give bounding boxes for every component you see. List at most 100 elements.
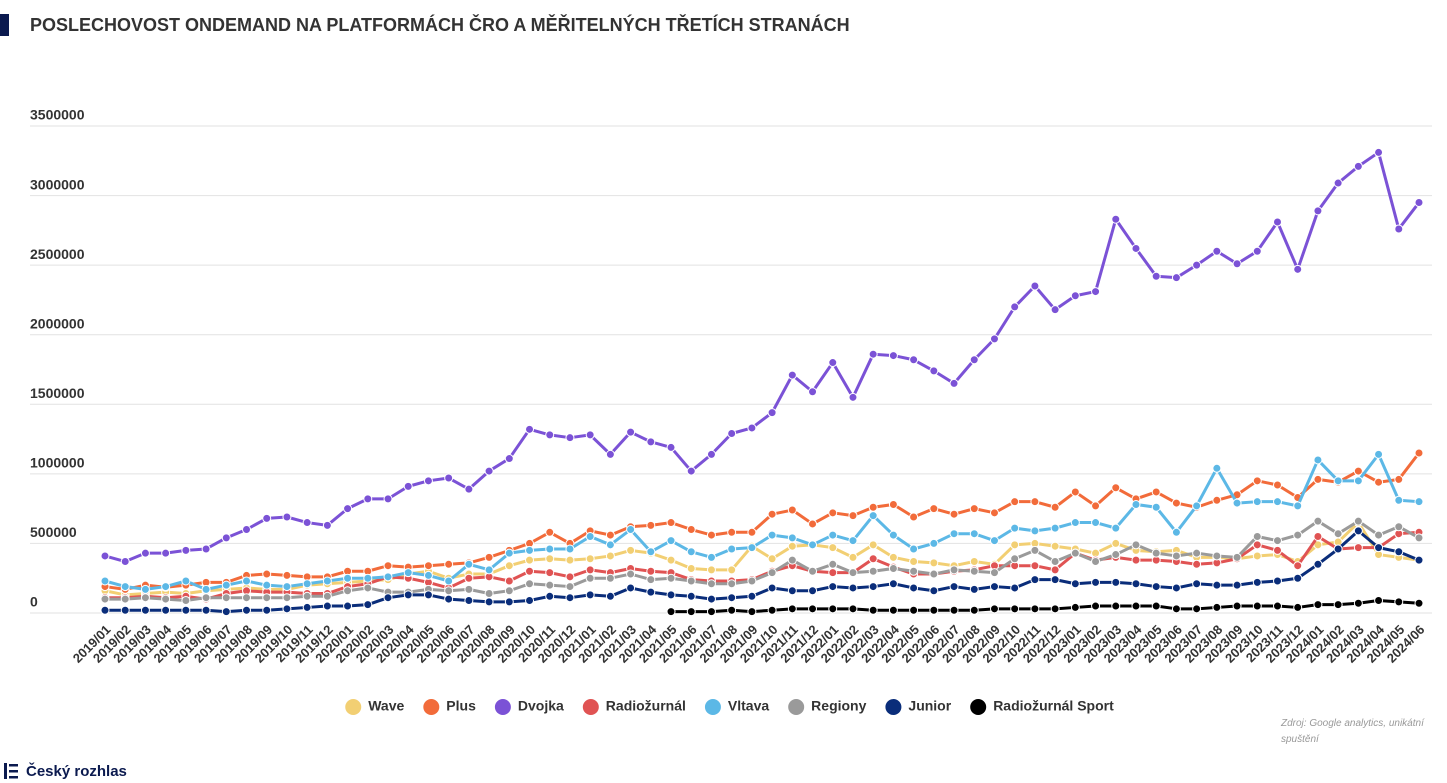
point	[929, 366, 939, 376]
point	[1414, 198, 1424, 208]
point	[828, 559, 838, 569]
point	[140, 593, 150, 603]
point	[242, 593, 252, 603]
point	[1050, 557, 1060, 567]
point	[605, 591, 615, 601]
point	[423, 570, 433, 580]
point	[1414, 497, 1424, 507]
point	[1131, 243, 1141, 253]
point	[969, 529, 979, 539]
point	[302, 518, 312, 528]
point	[706, 565, 716, 575]
point	[464, 559, 474, 569]
point	[868, 605, 878, 615]
point	[1151, 582, 1161, 592]
point	[1131, 579, 1141, 589]
point	[767, 408, 777, 418]
point	[1111, 214, 1121, 224]
point	[464, 584, 474, 594]
point	[787, 505, 797, 515]
point	[262, 513, 272, 523]
point	[1252, 551, 1262, 561]
point	[1171, 583, 1181, 593]
point	[1272, 497, 1282, 507]
y-tick-label: 2000000	[30, 315, 85, 331]
point	[1252, 531, 1262, 541]
point	[1151, 502, 1161, 512]
point	[1252, 577, 1262, 587]
point	[1171, 273, 1181, 283]
point	[1111, 538, 1121, 548]
point	[1313, 531, 1323, 541]
point	[808, 604, 818, 614]
point	[1313, 206, 1323, 216]
point	[464, 573, 474, 583]
point	[282, 593, 292, 603]
point	[1131, 555, 1141, 565]
point	[909, 544, 919, 554]
point	[747, 591, 757, 601]
point	[929, 504, 939, 514]
point	[828, 508, 838, 518]
point	[848, 604, 858, 614]
point	[464, 595, 474, 605]
point	[545, 430, 555, 440]
point	[969, 605, 979, 615]
point	[828, 568, 838, 578]
point	[1232, 601, 1242, 611]
point	[585, 554, 595, 564]
point	[1394, 224, 1404, 234]
point	[949, 378, 959, 388]
point	[1212, 551, 1222, 561]
point	[1070, 518, 1080, 528]
point	[1333, 476, 1343, 486]
point	[787, 555, 797, 565]
point	[626, 427, 636, 437]
line	[671, 598, 1420, 614]
point	[302, 579, 312, 589]
point	[444, 586, 454, 596]
point	[727, 527, 737, 537]
point	[727, 429, 737, 439]
point	[929, 569, 939, 579]
point	[1131, 499, 1141, 509]
point	[403, 481, 413, 491]
point	[989, 604, 999, 614]
point	[1313, 600, 1323, 610]
point	[181, 576, 191, 586]
point	[1212, 580, 1222, 590]
point	[686, 591, 696, 601]
legend-label: Radiožurnál	[606, 698, 686, 714]
point	[1010, 583, 1020, 593]
point	[1151, 548, 1161, 558]
point	[525, 566, 535, 576]
point	[1111, 577, 1121, 587]
series	[100, 449, 1424, 594]
point	[868, 540, 878, 550]
point	[383, 593, 393, 603]
point	[1374, 449, 1384, 459]
point	[646, 520, 656, 530]
point	[1272, 217, 1282, 227]
point	[626, 545, 636, 555]
point	[909, 355, 919, 365]
point	[1091, 287, 1101, 297]
point	[989, 508, 999, 518]
point	[949, 565, 959, 575]
point	[282, 582, 292, 592]
point	[444, 594, 454, 604]
point	[585, 565, 595, 575]
point	[1394, 547, 1404, 557]
point	[1313, 455, 1323, 465]
point	[666, 442, 676, 452]
legend-swatch	[788, 699, 805, 715]
point	[1414, 598, 1424, 608]
point	[949, 605, 959, 615]
legend-label: Radiožurnál Sport	[993, 698, 1114, 714]
point	[1374, 543, 1384, 553]
point	[1374, 595, 1384, 605]
y-tick-label: 500000	[30, 524, 77, 540]
point	[686, 576, 696, 586]
